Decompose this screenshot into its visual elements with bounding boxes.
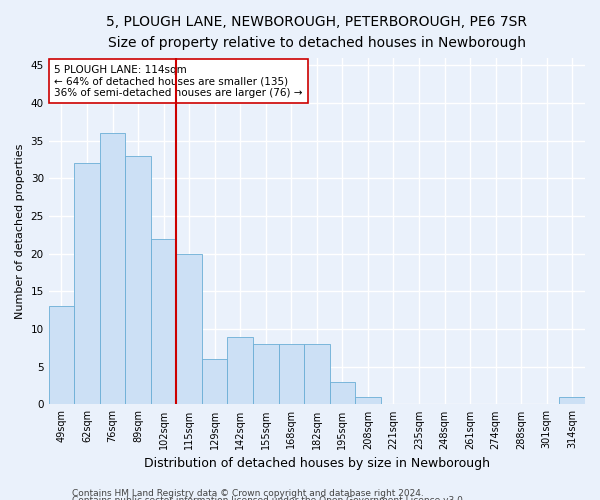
Text: 5 PLOUGH LANE: 114sqm
← 64% of detached houses are smaller (135)
36% of semi-det: 5 PLOUGH LANE: 114sqm ← 64% of detached … <box>54 64 302 98</box>
Bar <box>49 306 74 404</box>
Bar <box>329 382 355 404</box>
X-axis label: Distribution of detached houses by size in Newborough: Distribution of detached houses by size … <box>144 457 490 470</box>
Bar <box>559 397 585 404</box>
Bar <box>176 254 202 404</box>
Text: Contains public sector information licensed under the Open Government Licence v3: Contains public sector information licen… <box>72 496 466 500</box>
Y-axis label: Number of detached properties: Number of detached properties <box>15 144 25 319</box>
Bar <box>125 156 151 404</box>
Bar <box>355 397 380 404</box>
Bar <box>253 344 278 405</box>
Title: 5, PLOUGH LANE, NEWBOROUGH, PETERBOROUGH, PE6 7SR
Size of property relative to d: 5, PLOUGH LANE, NEWBOROUGH, PETERBOROUGH… <box>106 15 527 50</box>
Bar <box>227 336 253 404</box>
Bar <box>74 163 100 404</box>
Bar <box>202 359 227 405</box>
Bar <box>151 238 176 404</box>
Bar <box>100 133 125 404</box>
Bar <box>278 344 304 405</box>
Text: Contains HM Land Registry data © Crown copyright and database right 2024.: Contains HM Land Registry data © Crown c… <box>72 488 424 498</box>
Bar <box>304 344 329 405</box>
